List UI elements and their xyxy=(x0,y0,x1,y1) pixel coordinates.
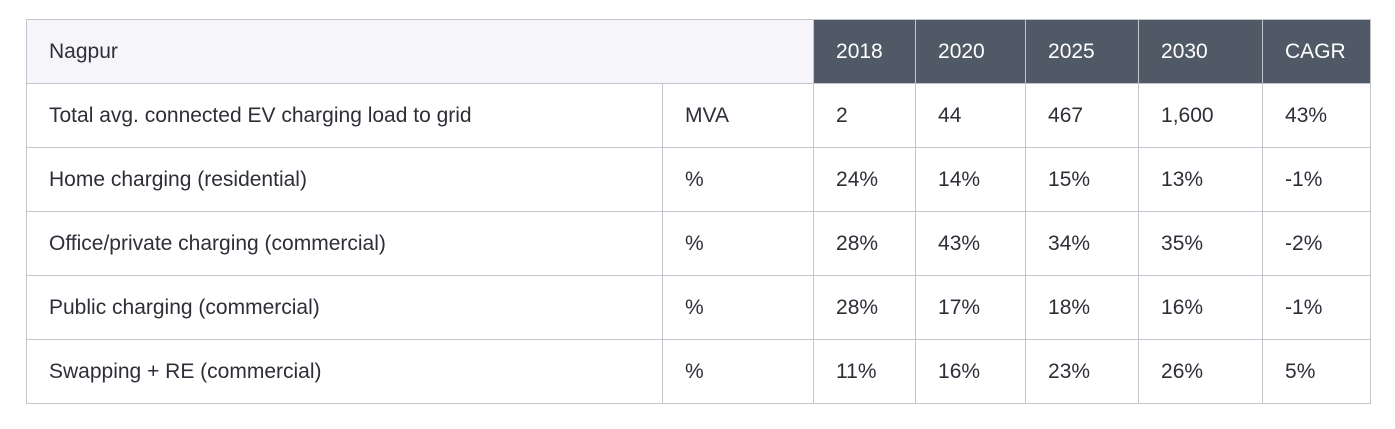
ev-charging-load-table: Nagpur 2018 2020 2025 2030 CAGR Total av… xyxy=(25,19,1372,404)
cell-2018: 11% xyxy=(813,339,917,404)
cagr-header: CAGR xyxy=(1262,19,1372,84)
table-row: Home charging (residential) % 24% 14% 15… xyxy=(26,147,1372,212)
cell-2020: 43% xyxy=(915,211,1027,276)
cell-2030: 35% xyxy=(1138,211,1264,276)
cell-2025: 467 xyxy=(1025,83,1140,148)
year-header-2030: 2030 xyxy=(1138,19,1264,84)
cell-2018: 28% xyxy=(813,275,917,340)
cell-2020: 44 xyxy=(915,83,1027,148)
year-header-2018: 2018 xyxy=(813,19,917,84)
row-unit: % xyxy=(661,339,815,404)
cell-2018: 24% xyxy=(813,147,917,212)
row-label: Office/private charging (commercial) xyxy=(26,211,663,276)
cell-cagr: -2% xyxy=(1262,211,1372,276)
table-row: Office/private charging (commercial) % 2… xyxy=(26,211,1372,276)
cell-2020: 14% xyxy=(915,147,1027,212)
cell-cagr: -1% xyxy=(1262,147,1372,212)
year-header-2020: 2020 xyxy=(915,19,1027,84)
cell-2030: 1,600 xyxy=(1138,83,1264,148)
cell-2025: 23% xyxy=(1025,339,1140,404)
cell-2025: 15% xyxy=(1025,147,1140,212)
row-label: Swapping + RE (commercial) xyxy=(26,339,663,404)
cell-2020: 17% xyxy=(915,275,1027,340)
cell-2030: 26% xyxy=(1138,339,1264,404)
city-header: Nagpur xyxy=(25,19,815,84)
cell-cagr: 5% xyxy=(1262,339,1372,404)
table-row: Total avg. connected EV charging load to… xyxy=(26,83,1372,148)
cell-2020: 16% xyxy=(915,339,1027,404)
cell-2018: 28% xyxy=(813,211,917,276)
table-row: Public charging (commercial) % 28% 17% 1… xyxy=(26,275,1372,340)
cell-2025: 18% xyxy=(1025,275,1140,340)
row-label: Public charging (commercial) xyxy=(26,275,663,340)
cell-2030: 13% xyxy=(1138,147,1264,212)
row-label: Home charging (residential) xyxy=(26,147,663,212)
row-label: Total avg. connected EV charging load to… xyxy=(26,83,663,148)
cell-cagr: -1% xyxy=(1262,275,1372,340)
cell-2018: 2 xyxy=(813,83,917,148)
cell-cagr: 43% xyxy=(1262,83,1372,148)
cell-2025: 34% xyxy=(1025,211,1140,276)
cell-2030: 16% xyxy=(1138,275,1264,340)
row-unit: MVA xyxy=(661,83,815,148)
row-unit: % xyxy=(661,275,815,340)
row-unit: % xyxy=(661,147,815,212)
table-row: Swapping + RE (commercial) % 11% 16% 23%… xyxy=(26,339,1372,404)
year-header-2025: 2025 xyxy=(1025,19,1140,84)
table-header-row: Nagpur 2018 2020 2025 2030 CAGR xyxy=(25,19,1372,84)
row-unit: % xyxy=(661,211,815,276)
